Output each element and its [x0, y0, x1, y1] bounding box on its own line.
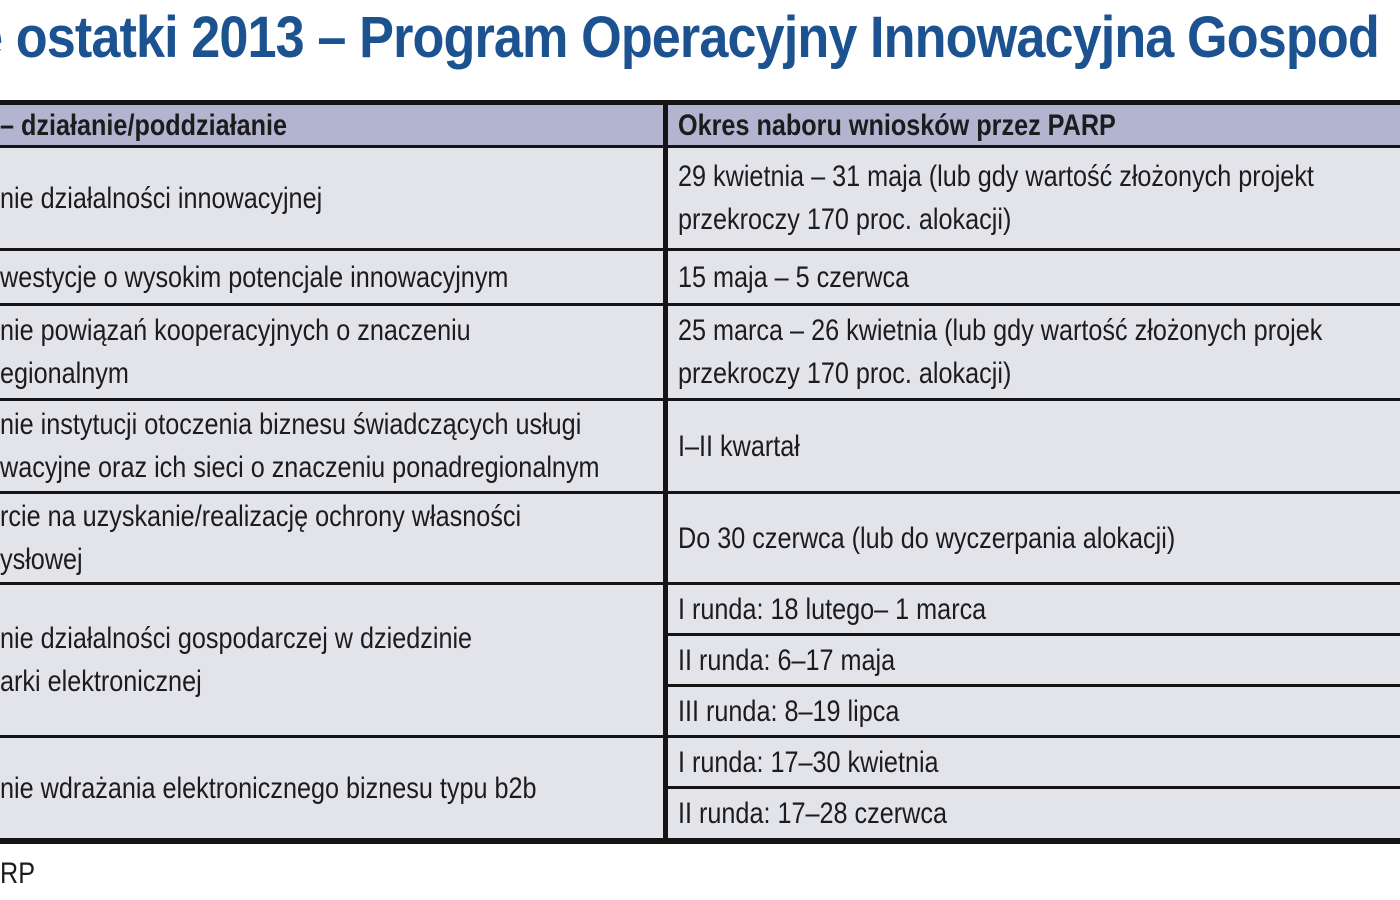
article-title-text: e ostatki 2013 – Program Operacyjny Inno… — [0, 5, 1380, 70]
period-line: I runda: 17–30 kwietnia — [678, 745, 939, 779]
period-cell: 15 maja – 5 czerwca — [668, 251, 1400, 303]
action-cell: rcie na uzyskanie/realizację ochrony wła… — [0, 494, 668, 582]
header-action-label: – działanie/poddziałanie — [0, 108, 288, 142]
table-row: nie powiązań kooperacyjnych o znaczeniu … — [0, 303, 1400, 398]
header-period-cell: Okres naboru wniosków przez PARP — [668, 105, 1400, 145]
period-line: 29 kwietnia – 31 maja (lub gdy wartość z… — [678, 160, 1314, 193]
period-line: III runda: 8–19 lipca — [678, 694, 900, 728]
action-line: westycje o wysokim potencjale innowacyjn… — [0, 260, 509, 294]
source-note-text: RP — [0, 857, 36, 890]
table-row: nie wdrażania elektronicznego biznesu ty… — [0, 735, 1400, 838]
period-subrow: I runda: 18 lutego– 1 marca — [668, 585, 1400, 633]
action-cell: nie powiązań kooperacyjnych o znaczeniu … — [0, 306, 668, 398]
period-cell: 29 kwietnia – 31 maja (lub gdy wartość z… — [668, 148, 1400, 248]
action-cell: nie działalności gospodarczej w dziedzin… — [0, 585, 668, 735]
action-cell: nie działalności innowacyjnej — [0, 148, 668, 248]
action-line: nie powiązań kooperacyjnych o znaczeniu — [0, 314, 471, 347]
table-row: nie działalności gospodarczej w dziedzin… — [0, 582, 1400, 735]
period-cell: I–II kwartał — [668, 401, 1400, 491]
action-line: egionalnym — [0, 357, 129, 390]
action-cell: nie wdrażania elektronicznego biznesu ty… — [0, 738, 668, 838]
action-cell: westycje o wysokim potencjale innowacyjn… — [0, 251, 668, 303]
period-cell: I runda: 18 lutego– 1 marca II runda: 6–… — [668, 585, 1400, 735]
period-line: I–II kwartał — [678, 429, 800, 463]
action-line: nie wdrażania elektronicznego biznesu ty… — [0, 771, 537, 805]
action-line: nie działalności innowacyjnej — [0, 181, 323, 215]
table-row: westycje o wysokim potencjale innowacyjn… — [0, 248, 1400, 303]
period-line: 15 maja – 5 czerwca — [678, 260, 910, 294]
period-subrow: I runda: 17–30 kwietnia — [668, 738, 1400, 786]
action-line: nie działalności gospodarczej w dziedzin… — [0, 622, 473, 655]
header-period-label: Okres naboru wniosków przez PARP — [678, 108, 1116, 142]
source-note: RP — [0, 852, 42, 895]
period-line: II runda: 6–17 maja — [678, 643, 896, 677]
action-cell: nie instytucji otoczenia biznesu świadcz… — [0, 401, 668, 491]
schedule-table: – działanie/poddziałanie Okres naboru wn… — [0, 100, 1400, 844]
period-line: Do 30 czerwca (lub do wyczerpania alokac… — [678, 521, 1176, 555]
period-line: przekroczy 170 proc. alokacji) — [678, 203, 1012, 236]
period-line: II runda: 17–28 czerwca — [678, 797, 947, 830]
action-line: arki elektronicznej — [0, 665, 202, 698]
action-line: ysłowej — [0, 543, 83, 576]
action-line: wacyjne oraz ich sieci o znaczeniu ponad… — [0, 451, 600, 484]
period-cell: Do 30 czerwca (lub do wyczerpania alokac… — [668, 494, 1400, 582]
period-subrow: II runda: 17–28 czerwca — [668, 786, 1400, 838]
period-line: przekroczy 170 proc. alokacji) — [678, 357, 1012, 390]
period-line: I runda: 18 lutego– 1 marca — [678, 592, 987, 626]
header-action-cell: – działanie/poddziałanie — [0, 105, 668, 145]
table-row: nie działalności innowacyjnej 29 kwietni… — [0, 145, 1400, 248]
table-header-row: – działanie/poddziałanie Okres naboru wn… — [0, 105, 1400, 145]
action-line: nie instytucji otoczenia biznesu świadcz… — [0, 408, 582, 441]
table-row: rcie na uzyskanie/realizację ochrony wła… — [0, 491, 1400, 582]
period-subrow: III runda: 8–19 lipca — [668, 684, 1400, 735]
article-title: e ostatki 2013 – Program Operacyjny Inno… — [0, 4, 1400, 71]
period-line: 25 marca – 26 kwietnia (lub gdy wartość … — [678, 314, 1323, 347]
action-line: rcie na uzyskanie/realizację ochrony wła… — [0, 500, 522, 533]
period-subrow: II runda: 6–17 maja — [668, 633, 1400, 684]
period-cell: I runda: 17–30 kwietnia II runda: 17–28 … — [668, 738, 1400, 838]
table-row: nie instytucji otoczenia biznesu świadcz… — [0, 398, 1400, 491]
period-cell: 25 marca – 26 kwietnia (lub gdy wartość … — [668, 306, 1400, 398]
